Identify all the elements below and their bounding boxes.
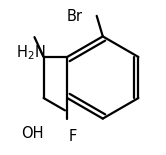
Text: H$_2$N: H$_2$N <box>16 44 45 62</box>
Text: F: F <box>69 129 77 144</box>
Text: Br: Br <box>67 9 83 24</box>
Text: OH: OH <box>21 126 44 141</box>
